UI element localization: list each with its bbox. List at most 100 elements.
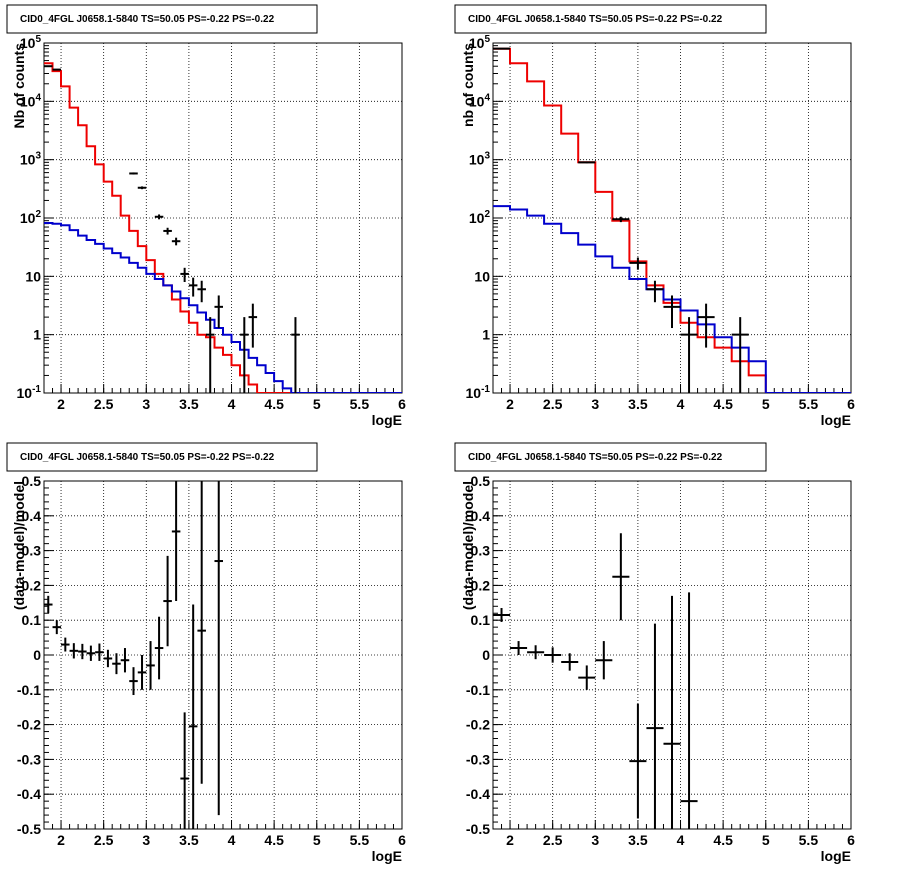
data-point (197, 280, 206, 303)
title-box (6, 442, 318, 472)
x-tick-label: 4.5 (713, 396, 733, 412)
x-tick-label: 5 (762, 396, 770, 412)
y-tick-label: -0.5 (466, 821, 490, 837)
plot-frame (492, 42, 852, 394)
y-tick-label: 0.5 (471, 473, 491, 489)
data-point (180, 267, 189, 282)
y-tick-label: -0.4 (466, 786, 490, 802)
plot-data (44, 62, 402, 393)
y-tick-label: -0.4 (17, 786, 41, 802)
residual-point (663, 595, 681, 829)
residual-point (197, 481, 206, 784)
y-tick-label: 104 (469, 92, 491, 109)
residual-point (188, 604, 198, 829)
residual-point (112, 653, 121, 675)
residual-point (95, 643, 104, 661)
chart-title: CID0_4FGL J0658.1-5840 TS=50.05 PS=-0.22… (20, 14, 275, 25)
x-tick-label: 5 (313, 396, 321, 412)
y-tick-label: 1 (482, 327, 490, 343)
y-tick-label: 0.2 (22, 577, 42, 593)
residual-point (561, 653, 579, 671)
y-tick-label: 105 (469, 34, 491, 51)
plot-data (493, 533, 698, 829)
x-tick-label: 6 (847, 396, 855, 412)
x-tick-label: 6 (398, 396, 406, 412)
x-tick-label: 4 (677, 832, 685, 848)
plot-data (493, 47, 851, 393)
residual-point (44, 595, 53, 614)
y-tick-label: 10 (25, 268, 41, 284)
model-series-line-2 (44, 222, 402, 393)
y-tick-label: 103 (20, 151, 42, 168)
y-tick-label: 0.5 (22, 473, 42, 489)
residual-point (214, 481, 223, 816)
residual-point (578, 665, 596, 690)
residual-point (493, 608, 511, 622)
y-tick-label: -0.1 (17, 682, 41, 698)
y-tick-label: -0.5 (17, 821, 41, 837)
x-tick-label: 2.5 (94, 832, 114, 848)
residual-point (680, 592, 698, 829)
residual-point (544, 647, 562, 663)
data-point (663, 295, 681, 329)
x-tick-label: 2 (506, 396, 514, 412)
chart-title: CID0_4FGL J0658.1-5840 TS=50.05 PS=-0.22… (468, 452, 723, 463)
data-point (697, 303, 715, 348)
x-tick-label: 5.5 (799, 396, 819, 412)
x-axis-label: logE (821, 848, 851, 864)
x-tick-label: 4 (228, 396, 236, 412)
x-axis-label: logE (372, 412, 402, 428)
y-tick-label: 103 (469, 151, 491, 168)
residual-point (510, 641, 528, 655)
y-tick-label: 10 (474, 268, 490, 284)
y-tick-label: 0.3 (471, 543, 491, 559)
data-point (612, 216, 630, 223)
residual-point (78, 643, 87, 660)
residual-point (86, 645, 96, 661)
residual-point (154, 616, 164, 680)
residual-point (120, 648, 130, 673)
x-tick-label: 4.5 (264, 832, 284, 848)
y-tick-label: 0.1 (22, 612, 42, 628)
y-tick-label: 0.2 (471, 577, 491, 593)
residual-point (103, 649, 113, 668)
residual-point (163, 555, 172, 647)
residual-point (129, 667, 138, 696)
plot-frame (43, 480, 403, 830)
plot-frame (43, 42, 403, 394)
x-tick-label: 2 (57, 832, 65, 848)
x-tick-label: 3 (142, 832, 150, 848)
x-tick-label: 5 (313, 832, 321, 848)
x-tick-label: 3.5 (179, 832, 199, 848)
x-axis-label: logE (372, 848, 402, 864)
data-point (137, 186, 147, 190)
residual-point (61, 637, 70, 652)
y-tick-label: 105 (20, 34, 42, 51)
residual-point (52, 620, 62, 635)
data-point (205, 317, 215, 393)
y-tick-label: -0.1 (466, 682, 490, 698)
x-tick-label: 3.5 (628, 396, 648, 412)
x-tick-label: 4.5 (713, 832, 733, 848)
y-axis-label: (data-model)/model (11, 481, 27, 610)
x-tick-label: 4 (677, 396, 685, 412)
y-axis-label: (data-model)/model (460, 481, 476, 610)
data-point (214, 295, 223, 329)
residual-point (171, 481, 181, 602)
y-tick-label: 0.4 (22, 508, 42, 524)
x-tick-label: 3.5 (628, 832, 648, 848)
y-tick-label: -0.3 (466, 751, 490, 767)
title-box (454, 442, 767, 472)
y-tick-label: 0.1 (471, 612, 491, 628)
x-tick-label: 3 (142, 396, 150, 412)
data-point (578, 161, 596, 164)
residual-point (180, 712, 189, 829)
residual-point (629, 703, 647, 819)
residual-point (137, 655, 147, 690)
x-tick-label: 3 (591, 396, 599, 412)
residual-point (69, 643, 79, 659)
residual-point (612, 533, 630, 621)
y-tick-label: 1 (33, 327, 41, 343)
data-point (291, 317, 300, 393)
chart-title: CID0_4FGL J0658.1-5840 TS=50.05 PS=-0.22… (20, 452, 275, 463)
